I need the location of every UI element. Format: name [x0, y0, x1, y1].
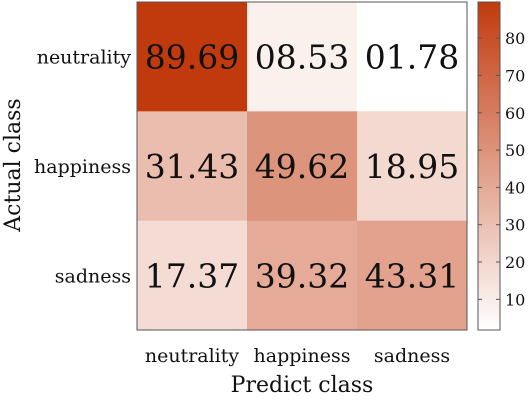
heatmap-cell [357, 2, 468, 112]
cell-value-label: 49.62 [255, 147, 349, 186]
heatmap-cell [357, 220, 468, 331]
colorbar-tick-label: 40 [505, 178, 525, 197]
colorbar-tick-label: 80 [505, 29, 525, 48]
heatmap-cell [247, 2, 358, 112]
y-tick-label: sadness [55, 265, 131, 287]
heatmap-cell [247, 220, 358, 331]
cell-value-label: 43.31 [365, 256, 459, 295]
heatmap-cell [247, 111, 358, 222]
y-tick-label: happiness [34, 156, 131, 178]
heatmap-cells [137, 2, 468, 331]
colorbar-tick-label: 60 [505, 104, 525, 123]
x-axis-tick-labels: neutrality happiness sadness [145, 345, 450, 367]
heatmap-cell [357, 111, 468, 222]
x-tick-label: neutrality [145, 345, 240, 367]
plot-frame [136, 1, 468, 331]
colorbar-gradient [477, 1, 501, 331]
heatmap-cell [137, 220, 248, 331]
x-axis-label: Predict class [231, 373, 374, 398]
cell-value-label: 17.37 [145, 256, 239, 295]
cell-value-label: 08.53 [255, 38, 349, 77]
x-tick-label: happiness [254, 345, 351, 367]
cell-value-label: 18.95 [365, 147, 459, 186]
colorbar-tick-label: 30 [505, 216, 525, 235]
cell-value-label: 31.43 [145, 147, 239, 186]
colorbar-tick-label: 70 [505, 66, 525, 85]
colorbar: 10 20 30 40 50 60 70 80 [477, 1, 525, 331]
y-axis-label: Actual class [1, 98, 26, 232]
cell-value-label: 01.78 [365, 38, 459, 77]
colorbar-tick-label: 50 [505, 141, 525, 160]
colorbar-tick-label: 10 [505, 290, 525, 309]
heatmap-cell-labels: 89.69 08.53 01.78 31.43 49.62 18.95 17.37 39.32… [145, 38, 459, 296]
cell-value-label: 89.69 [145, 38, 239, 77]
x-tick-label: sadness [374, 345, 450, 367]
cell-value-label: 39.32 [255, 256, 349, 295]
colorbar-tick-label: 20 [505, 253, 525, 272]
y-tick-label: neutrality [37, 47, 132, 69]
y-axis-tick-labels: neutrality happiness sadness [34, 47, 131, 288]
heatmap-cell [137, 2, 248, 112]
heatmap-cell [137, 111, 248, 222]
